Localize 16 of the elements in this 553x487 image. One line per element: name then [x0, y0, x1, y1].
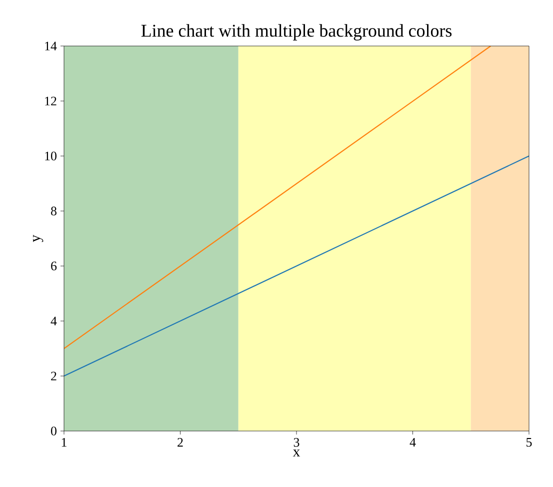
x-tick-label: 3: [294, 438, 300, 447]
y-tick-label: 12: [45, 96, 56, 106]
y-tick-label: 8: [51, 206, 56, 216]
y-tick-label: 6: [51, 262, 57, 270]
y-tick-label: 14: [45, 42, 57, 50]
x-tick-label: 1: [62, 438, 66, 447]
y-tick-label: 10: [45, 152, 56, 160]
x-axis-title: x: [292, 450, 300, 456]
y-axis-title: y: [33, 234, 44, 242]
y-tick-label: 4: [50, 316, 57, 326]
y-tick-label: 2: [51, 372, 56, 380]
x-tick-label: 4: [410, 438, 416, 447]
chart-title: Line chart with multiple background colors: [141, 24, 452, 41]
x-tick-label: 5: [526, 438, 532, 447]
x-tick-label: 2: [178, 438, 183, 447]
y-tick-label: 0: [51, 426, 56, 436]
